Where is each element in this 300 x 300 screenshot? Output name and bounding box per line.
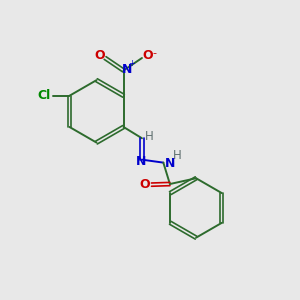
Text: N: N — [165, 157, 175, 170]
Text: -: - — [153, 48, 157, 58]
Text: +: + — [128, 59, 135, 68]
Text: N: N — [122, 62, 133, 76]
Text: Cl: Cl — [38, 89, 51, 102]
Text: O: O — [142, 49, 153, 62]
Text: H: H — [173, 149, 182, 162]
Text: O: O — [140, 178, 150, 191]
Text: O: O — [94, 49, 105, 62]
Text: H: H — [145, 130, 154, 143]
Text: N: N — [136, 154, 146, 168]
